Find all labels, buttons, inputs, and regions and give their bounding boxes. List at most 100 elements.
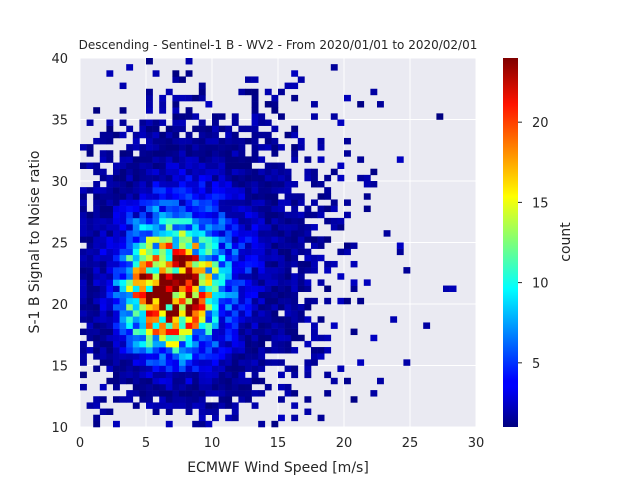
heatmap-cell xyxy=(119,162,127,169)
heatmap-cell xyxy=(185,137,193,145)
heatmap-cell xyxy=(245,248,252,256)
heatmap-cell xyxy=(99,131,107,139)
heatmap-cell xyxy=(185,390,193,397)
heatmap-cell xyxy=(245,205,252,213)
heatmap-cell xyxy=(264,119,272,126)
heatmap-cell xyxy=(113,291,120,299)
heatmap-cell xyxy=(251,113,259,120)
heatmap-cell xyxy=(218,322,226,329)
heatmap-cell xyxy=(132,193,140,200)
heatmap-cell xyxy=(172,205,180,213)
heatmap-cell xyxy=(146,217,153,225)
heatmap-cell xyxy=(218,353,226,360)
heatmap-cell xyxy=(291,236,299,243)
heatmap-cell xyxy=(139,334,147,342)
heatmap-cell xyxy=(93,205,101,213)
heatmap-cell xyxy=(198,371,206,379)
x-tick-label: 10 xyxy=(204,436,221,451)
heatmap-cell xyxy=(198,205,206,213)
heatmap-cell xyxy=(172,402,180,409)
heatmap-cell xyxy=(311,113,318,120)
heatmap-cell xyxy=(278,414,285,422)
heatmap-cell xyxy=(172,70,180,77)
heatmap-cell xyxy=(258,224,266,231)
heatmap-cell xyxy=(93,168,101,176)
heatmap-cell xyxy=(212,260,219,268)
heatmap-cell xyxy=(159,174,167,182)
heatmap-cell xyxy=(291,248,299,256)
heatmap-cell xyxy=(86,328,94,336)
heatmap-cell xyxy=(311,267,318,274)
heatmap-cell xyxy=(251,224,259,231)
heatmap-cell xyxy=(245,310,252,317)
heatmap-cell xyxy=(238,242,246,249)
x-tick-label: 20 xyxy=(336,436,353,451)
heatmap-cell xyxy=(271,125,279,133)
heatmap-cell xyxy=(297,230,305,237)
heatmap-cell xyxy=(212,162,219,169)
heatmap-cell xyxy=(324,267,332,274)
heatmap-cell xyxy=(139,291,147,299)
heatmap-cell xyxy=(231,137,239,145)
heatmap-cell xyxy=(86,211,94,219)
heatmap-cell xyxy=(245,353,252,360)
heatmap-cell xyxy=(99,322,107,329)
heatmap-cell xyxy=(337,174,345,182)
heatmap-cell xyxy=(258,316,266,323)
heatmap-cell xyxy=(139,211,147,219)
heatmap-cell xyxy=(185,377,193,385)
heatmap-cell xyxy=(172,359,180,366)
heatmap-cell xyxy=(212,297,219,305)
heatmap-cell xyxy=(245,334,252,342)
heatmap-cell xyxy=(80,316,87,323)
heatmap-cell xyxy=(238,316,246,323)
heatmap-cell xyxy=(152,150,160,157)
heatmap-cell xyxy=(139,365,147,372)
heatmap-cell xyxy=(146,58,153,65)
heatmap-cell xyxy=(146,107,153,114)
heatmap-cell xyxy=(205,353,213,360)
heatmap-cell xyxy=(291,285,299,292)
heatmap-cell xyxy=(172,304,180,311)
heatmap-cell xyxy=(113,199,120,206)
heatmap-cell xyxy=(205,420,213,428)
heatmap-cell xyxy=(106,304,114,311)
heatmap-cell xyxy=(93,137,101,145)
heatmap-cell xyxy=(165,217,173,225)
heatmap-cell xyxy=(212,205,219,213)
heatmap-cell xyxy=(238,273,246,280)
heatmap-cell xyxy=(271,137,279,145)
heatmap-cell xyxy=(238,224,246,231)
heatmap-cell xyxy=(304,254,312,262)
heatmap-cell xyxy=(192,396,200,403)
heatmap-cell xyxy=(86,119,94,126)
heatmap-cell xyxy=(344,150,351,157)
heatmap-cell xyxy=(93,273,101,280)
heatmap-cell xyxy=(119,377,127,385)
heatmap-cell xyxy=(198,260,206,268)
heatmap-cell xyxy=(172,76,180,83)
heatmap-cell xyxy=(212,248,219,256)
heatmap-cell xyxy=(218,328,226,336)
heatmap-cell xyxy=(317,347,325,354)
heatmap-cell xyxy=(126,347,134,354)
heatmap-cell xyxy=(205,267,213,274)
heatmap-cell xyxy=(93,396,101,403)
heatmap-cell xyxy=(218,365,226,372)
heatmap-cell xyxy=(99,217,107,225)
heatmap-cell xyxy=(152,70,160,77)
heatmap-cell xyxy=(119,260,127,268)
heatmap-cell xyxy=(132,365,140,372)
heatmap-cell xyxy=(218,297,226,305)
heatmap-cell xyxy=(284,273,292,280)
heatmap-cell xyxy=(192,174,200,182)
heatmap-cell xyxy=(370,334,378,342)
heatmap-cell xyxy=(231,408,239,415)
heatmap-cell xyxy=(192,248,200,256)
heatmap-cell xyxy=(192,199,200,206)
heatmap-cell xyxy=(264,383,272,391)
heatmap-cell xyxy=(159,365,167,372)
heatmap-cell xyxy=(126,254,134,262)
heatmap-cell xyxy=(245,396,252,403)
heatmap-cell xyxy=(172,273,180,280)
